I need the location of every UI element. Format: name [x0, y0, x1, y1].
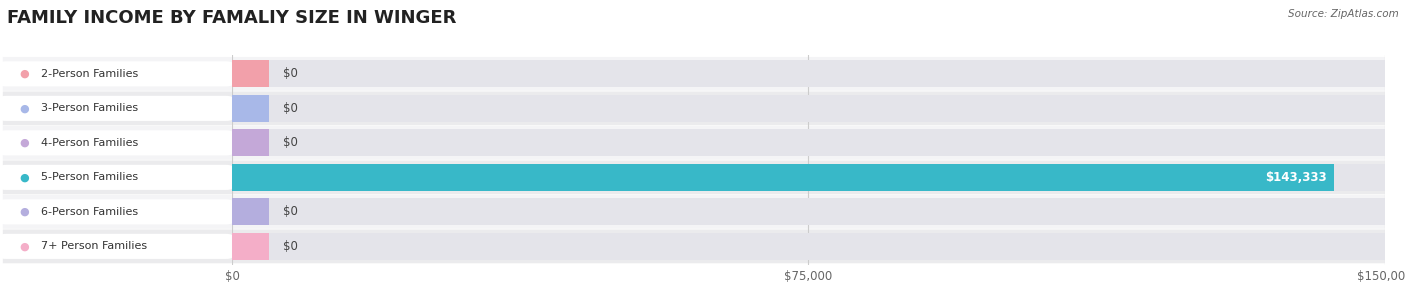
Text: ●: ● — [20, 241, 28, 251]
Bar — [232, 164, 1385, 191]
Text: ●: ● — [20, 103, 28, 113]
Text: ●: ● — [20, 69, 28, 79]
Bar — [232, 129, 1385, 156]
Text: 3-Person Families: 3-Person Families — [41, 103, 138, 113]
Text: Source: ZipAtlas.com: Source: ZipAtlas.com — [1288, 9, 1399, 19]
Text: 7+ Person Families: 7+ Person Families — [41, 241, 146, 251]
Bar — [232, 233, 1385, 260]
FancyBboxPatch shape — [232, 57, 1385, 91]
Text: $0: $0 — [283, 136, 298, 149]
Text: $143,333: $143,333 — [1265, 171, 1327, 184]
Text: ●: ● — [20, 172, 28, 182]
Bar — [232, 60, 269, 87]
Bar — [232, 199, 269, 225]
Bar — [232, 95, 1385, 122]
Text: $0: $0 — [283, 102, 298, 115]
Text: $0: $0 — [283, 205, 298, 218]
Text: FAMILY INCOME BY FAMALIY SIZE IN WINGER: FAMILY INCOME BY FAMALIY SIZE IN WINGER — [7, 9, 457, 27]
FancyBboxPatch shape — [232, 160, 1385, 194]
Text: 6-Person Families: 6-Person Families — [41, 207, 138, 217]
FancyBboxPatch shape — [232, 126, 1385, 160]
Text: $0: $0 — [283, 240, 298, 253]
FancyBboxPatch shape — [232, 195, 1385, 229]
Bar — [232, 233, 269, 260]
Text: 2-Person Families: 2-Person Families — [41, 69, 138, 79]
Bar — [232, 95, 269, 122]
Bar — [232, 129, 269, 156]
FancyBboxPatch shape — [232, 92, 1385, 125]
Bar — [232, 199, 1385, 225]
Bar — [232, 164, 1334, 191]
Text: 5-Person Families: 5-Person Families — [41, 172, 138, 182]
FancyBboxPatch shape — [232, 229, 1385, 263]
Bar — [232, 60, 1385, 87]
Text: ●: ● — [20, 207, 28, 217]
Text: $0: $0 — [283, 67, 298, 81]
Text: 4-Person Families: 4-Person Families — [41, 138, 138, 148]
Text: ●: ● — [20, 138, 28, 148]
